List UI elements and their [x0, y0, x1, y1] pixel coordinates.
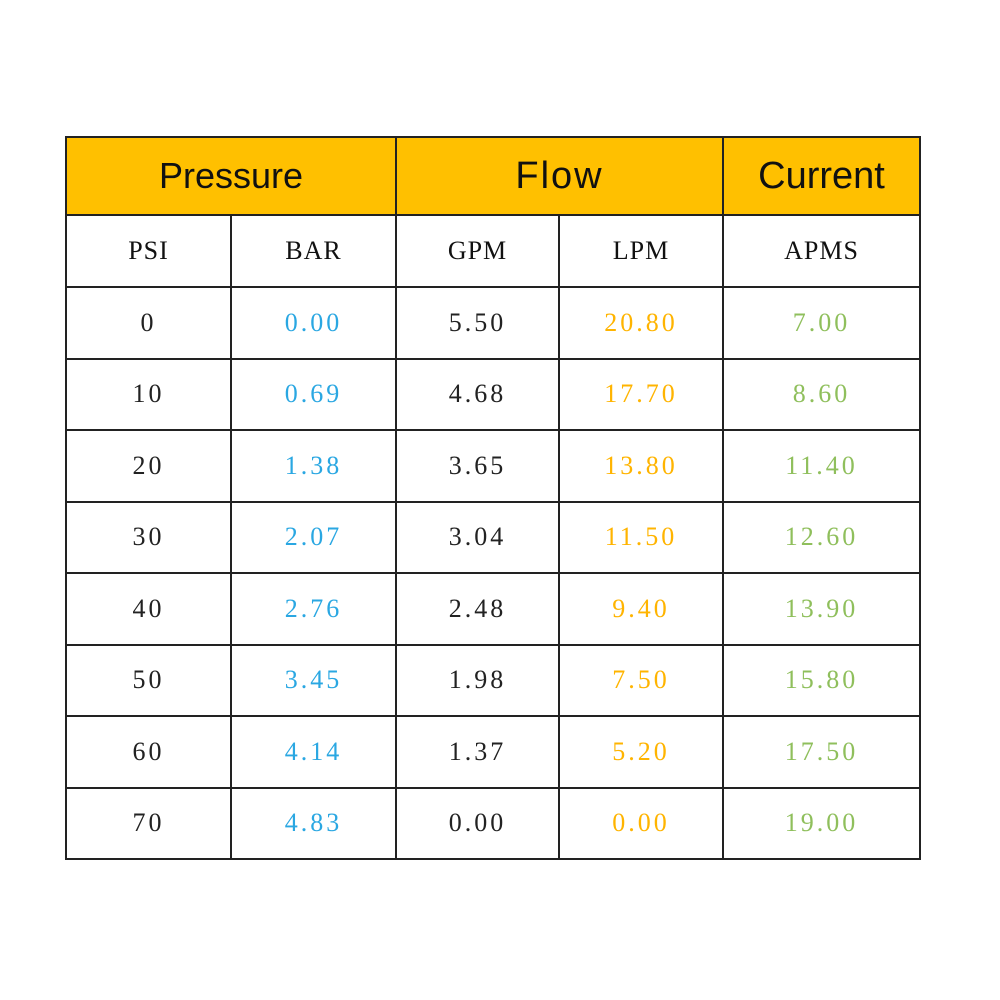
table-cell: 12.60: [722, 500, 922, 574]
table-cell: 5.20: [557, 715, 725, 789]
table-cell: 60: [65, 715, 232, 789]
column-header: GPM: [395, 214, 560, 288]
table-cell: 3.45: [230, 643, 397, 717]
table-cell: 3.04: [395, 500, 560, 574]
column-header: APMS: [722, 214, 922, 288]
column-header: PSI: [65, 214, 232, 288]
table-cell: 1.38: [230, 429, 397, 503]
table-cell: 4.83: [230, 786, 397, 860]
table-cell: 15.80: [722, 643, 922, 717]
table-row: 0 0.00 5.50 20.80 7.00: [65, 286, 922, 360]
table-cell: 10: [65, 357, 232, 431]
table-cell: 13.80: [557, 429, 725, 503]
table-cell: 7.50: [557, 643, 725, 717]
table-cell: 2.76: [230, 572, 397, 646]
table-row: 50 3.45 1.98 7.50 15.80: [65, 643, 922, 717]
table-cell: 1.37: [395, 715, 560, 789]
table-body: 0 0.00 5.50 20.80 7.00 10 0.69 4.68 17.70 8.60 20 1…: [65, 286, 922, 860]
table-cell: 19.00: [722, 786, 922, 860]
table-cell: 0.69: [230, 357, 397, 431]
table-cell: 9.40: [557, 572, 725, 646]
table-cell: 4.68: [395, 357, 560, 431]
column-header: LPM: [557, 214, 725, 288]
table-row: 30 2.07 3.04 11.50 12.60: [65, 500, 922, 574]
table-cell: 3.65: [395, 429, 560, 503]
group-header: Flow: [394, 136, 725, 216]
table-cell: 7.00: [722, 286, 922, 360]
table-cell: 4.14: [230, 715, 397, 789]
table-cell: 1.98: [395, 643, 560, 717]
table-cell: 8.60: [722, 357, 922, 431]
table-cell: 0.00: [557, 786, 725, 860]
table-cell: 2.48: [395, 572, 560, 646]
table-cell: 11.40: [722, 429, 922, 503]
table-cell: 40: [65, 572, 232, 646]
table-cell: 2.07: [230, 500, 397, 574]
table-row: 10 0.69 4.68 17.70 8.60: [65, 357, 922, 431]
table-cell: 0.00: [395, 786, 560, 860]
table-cell: 50: [65, 643, 232, 717]
column-header: BAR: [230, 214, 397, 288]
table-cell: 17.70: [557, 357, 725, 431]
group-header-row: Pressure Flow Current: [65, 136, 922, 216]
group-header: Pressure: [65, 136, 397, 216]
table-cell: 13.90: [722, 572, 922, 646]
table-row: 40 2.76 2.48 9.40 13.90: [65, 572, 922, 646]
table-cell: 20: [65, 429, 232, 503]
table-row: 60 4.14 1.37 5.20 17.50: [65, 715, 922, 789]
group-header: Current: [722, 136, 922, 216]
table-cell: 70: [65, 786, 232, 860]
table-cell: 0.00: [230, 286, 397, 360]
table-cell: 0: [65, 286, 232, 360]
table-cell: 17.50: [722, 715, 922, 789]
table-cell: 11.50: [557, 500, 725, 574]
table-cell: 20.80: [557, 286, 725, 360]
table-row: 20 1.38 3.65 13.80 11.40: [65, 429, 922, 503]
table-cell: 5.50: [395, 286, 560, 360]
table-row: 70 4.83 0.00 0.00 19.00: [65, 786, 922, 860]
column-header-row: PSI BAR GPM LPM APMS: [65, 214, 922, 288]
data-table: Pressure Flow Current PSI BAR GPM LPM APMS 0…: [65, 136, 922, 860]
table-cell: 30: [65, 500, 232, 574]
